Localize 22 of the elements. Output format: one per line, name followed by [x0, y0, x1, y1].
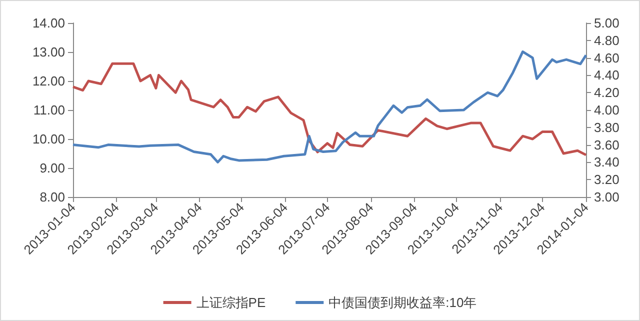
y2-tick-label: 4.80: [594, 32, 620, 48]
y-tick-label: 12.00: [32, 74, 65, 88]
y2-tick-label: 4.00: [594, 102, 620, 118]
y-tick-label: 14.00: [32, 16, 65, 30]
y2-tick-label: 3.60: [594, 137, 620, 152]
y-tick-label: 8.00: [40, 190, 65, 204]
y2-tick-label: 5.00: [594, 16, 620, 30]
y2-tick-label: 3.80: [594, 120, 620, 135]
line-series: [72, 50, 588, 164]
y2-tick-label: 3.40: [594, 154, 620, 170]
y-tick-label: 9.00: [40, 160, 65, 176]
y-tick-label: 11.00: [33, 102, 65, 118]
y2-tick-label: 3.20: [594, 172, 620, 188]
y-tick-label: 10.00: [32, 132, 65, 146]
legend-label: 中债国债到期收益率:10年: [328, 295, 477, 310]
line-series: [72, 62, 588, 156]
y-tick-label: 13.00: [32, 44, 65, 60]
legend-label: 上证综指PE: [196, 295, 266, 310]
y2-tick-label: 4.20: [594, 85, 620, 100]
y2-tick-label: 3.00: [594, 190, 620, 204]
y2-tick-label: 4.40: [594, 68, 620, 83]
y2-tick-label: 4.60: [594, 50, 620, 66]
